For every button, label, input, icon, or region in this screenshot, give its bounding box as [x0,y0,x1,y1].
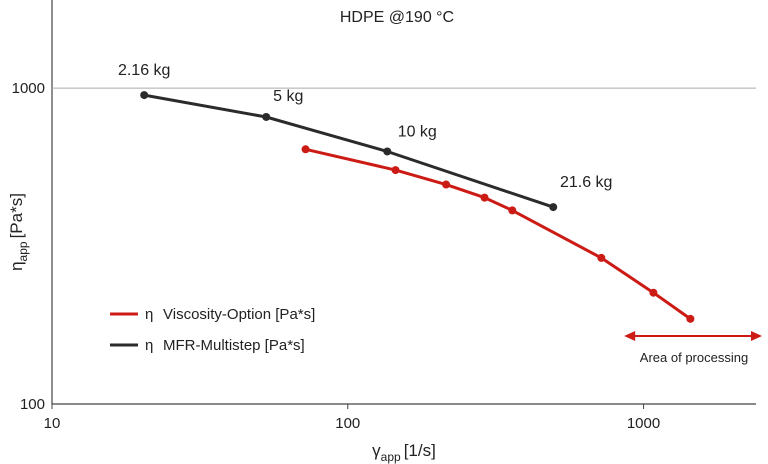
legend-label-viscosity: Viscosity-Option [Pa*s] [163,306,315,323]
series-line-1 [143,93,554,209]
legend-symbol-mfr: η [145,337,153,354]
ticks-layer: 10 100 1000 100 1000 [12,80,661,432]
area-of-processing-label: Area of processing [640,350,748,365]
series-1-point-3 [549,203,558,212]
x-tick-label-1: 100 [335,415,360,432]
series-0-point-4 [508,206,517,215]
legend-symbol-viscosity: η [145,306,153,323]
series-1-point-0 [140,91,149,100]
x-tick-label-0: 10 [44,415,61,432]
point-label-2: 10 kg [398,123,437,140]
y-axis-title: ηapp[Pa*s] [7,193,30,271]
series-0-point-7 [686,314,695,323]
series-1-point-1 [262,112,271,121]
legend-label-mfr: MFR-Multistep [Pa*s] [163,337,305,354]
series-0-point-0 [301,145,310,154]
point-labels-layer: 2.16 kg 5 kg 10 kg 21.6 kg [118,62,612,191]
series-layer [140,91,695,323]
series-0-point-6 [649,288,658,297]
series-0-point-5 [597,253,606,262]
legend: η Viscosity-Option [Pa*s] η MFR-Multiste… [110,306,315,354]
y-tick-label-1: 1000 [12,80,45,97]
point-label-0: 2.16 kg [118,62,170,79]
series-0-point-3 [480,193,489,202]
point-label-3: 21.6 kg [560,174,612,191]
chart-title: HDPE @190 °C [340,9,454,26]
series-0-point-1 [391,166,400,175]
series-1-point-2 [383,147,392,156]
y-tick-label-0: 100 [20,396,45,413]
area-arrow-right-head [751,331,762,341]
x-axis-title: γapp [1/s] [372,441,436,464]
x-tick-label-2: 1000 [627,415,660,432]
area-arrow-left-head [624,331,636,341]
area-of-processing: Area of processing [624,331,762,365]
series-line-0 [305,147,692,321]
series-0-point-2 [442,180,451,189]
point-label-1: 5 kg [273,88,303,105]
